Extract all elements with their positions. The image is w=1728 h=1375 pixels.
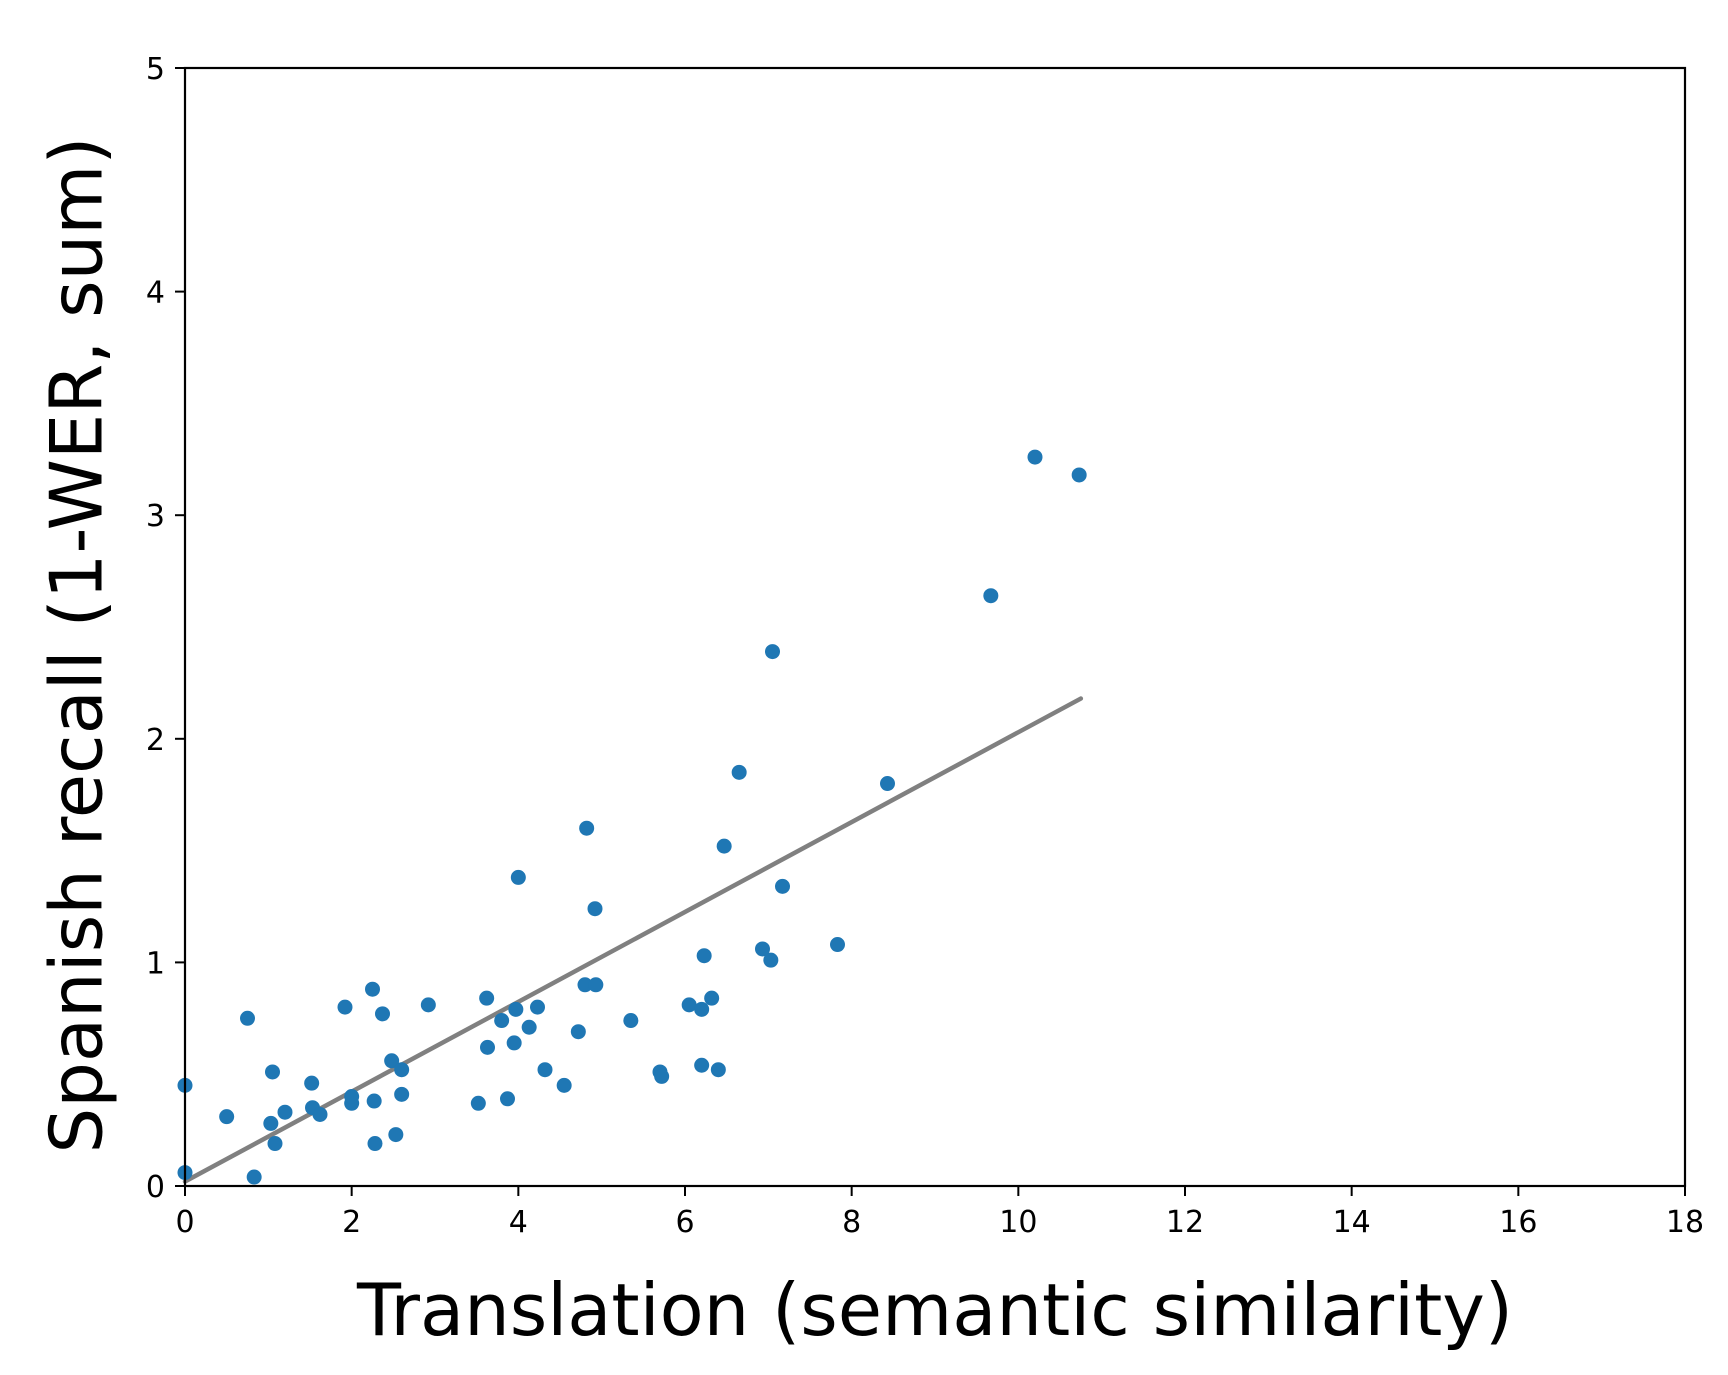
data-point	[510, 869, 526, 885]
x-tick-label: 12	[1166, 1205, 1204, 1240]
x-tick-label: 18	[1666, 1205, 1704, 1240]
data-point	[394, 1086, 410, 1102]
data-point	[267, 1136, 283, 1152]
data-point	[521, 1019, 537, 1035]
data-point	[366, 1093, 382, 1109]
data-point	[587, 901, 603, 917]
points-layer	[177, 449, 1087, 1185]
y-axis-ticks: 0 1 2 3 4 5	[146, 52, 185, 1205]
data-point	[375, 1006, 390, 1022]
x-tick-label: 0	[175, 1205, 194, 1240]
data-point	[880, 776, 895, 792]
data-point	[710, 1062, 726, 1078]
data-point	[763, 952, 779, 968]
data-point	[384, 1053, 400, 1069]
data-point	[556, 1077, 572, 1093]
data-point	[694, 1001, 710, 1017]
data-point	[716, 838, 732, 854]
data-point	[696, 948, 712, 964]
data-point	[506, 1035, 522, 1051]
data-point	[479, 990, 495, 1006]
data-point	[219, 1109, 235, 1125]
x-axis-label: Translation (semantic similarity)	[356, 1268, 1513, 1352]
data-point	[654, 1068, 670, 1084]
data-point	[470, 1095, 486, 1111]
y-axis-label: Spanish recall (1-WER, sum)	[35, 137, 119, 1154]
y-tick-label: 3	[146, 499, 165, 534]
x-tick-label: 16	[1499, 1205, 1537, 1240]
x-tick-label: 10	[999, 1205, 1037, 1240]
data-point	[765, 644, 780, 660]
data-point	[830, 937, 845, 953]
y-tick-label: 0	[146, 1170, 165, 1205]
data-point	[494, 1013, 510, 1029]
data-point	[500, 1091, 515, 1107]
y-tick-label: 2	[146, 723, 165, 758]
data-point	[394, 1062, 410, 1078]
data-point	[277, 1104, 293, 1120]
data-point	[588, 977, 604, 993]
data-point	[694, 1057, 710, 1073]
data-point	[579, 820, 595, 836]
data-point	[240, 1010, 255, 1026]
data-point	[577, 977, 593, 993]
data-point	[537, 1062, 553, 1078]
data-point	[365, 981, 380, 997]
x-axis-ticks: 0 2 4 6 8 10 12 14 16 18	[175, 1186, 1704, 1240]
data-point	[263, 1115, 279, 1131]
data-point	[265, 1064, 280, 1080]
data-point	[344, 1089, 360, 1105]
y-tick-label: 4	[146, 276, 165, 311]
x-tick-label: 2	[342, 1205, 361, 1240]
x-tick-label: 6	[675, 1205, 694, 1240]
data-point	[508, 1001, 524, 1017]
data-point	[1027, 449, 1043, 465]
y-tick-label: 5	[146, 52, 165, 87]
y-tick-label: 1	[146, 946, 165, 981]
data-point	[304, 1075, 320, 1091]
data-point	[1071, 467, 1087, 483]
data-point	[480, 1039, 495, 1055]
x-tick-label: 4	[509, 1205, 528, 1240]
trendline-layer	[182, 696, 1084, 1184]
data-point	[570, 1024, 586, 1040]
plot-frame	[183, 66, 1687, 1188]
x-tick-label: 14	[1333, 1205, 1371, 1240]
data-point	[731, 764, 747, 780]
data-point	[420, 997, 436, 1013]
data-point	[312, 1106, 328, 1122]
data-point	[681, 997, 697, 1013]
x-tick-label: 8	[842, 1205, 861, 1240]
data-point	[246, 1169, 262, 1185]
data-point	[704, 990, 720, 1006]
data-point	[530, 999, 545, 1015]
data-point	[755, 941, 770, 957]
data-point	[775, 878, 790, 894]
trend-line	[182, 696, 1084, 1184]
data-point	[337, 999, 353, 1015]
data-point	[623, 1013, 639, 1029]
data-point	[983, 588, 999, 604]
data-point	[367, 1136, 383, 1152]
data-point	[388, 1127, 404, 1143]
